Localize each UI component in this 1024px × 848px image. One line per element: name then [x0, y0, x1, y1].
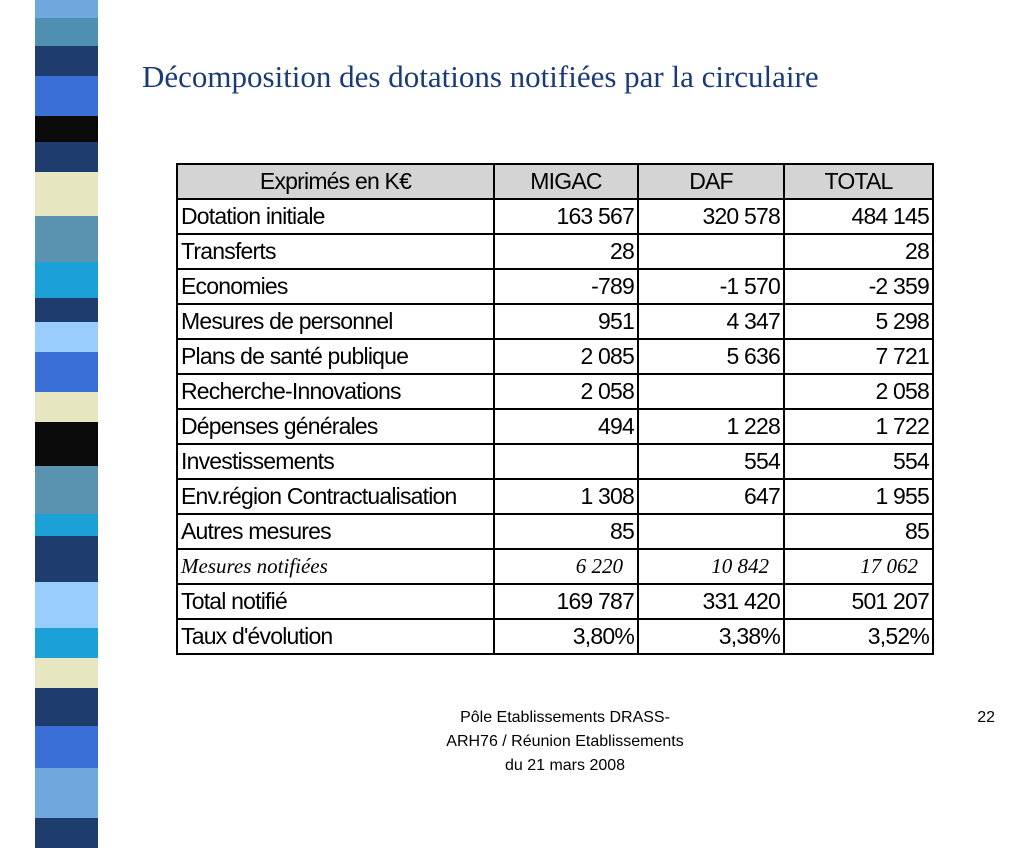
- table-cell: 85: [783, 513, 934, 550]
- table-cell: 3,80%: [493, 618, 639, 655]
- table-cell: Recherche-Innovations: [176, 373, 495, 410]
- footer-line: ARH76 / Réunion Etablissements: [446, 733, 684, 750]
- decorative-stripe: [35, 0, 98, 848]
- table-row: Mesures de personnel 951 4 347 5 298: [176, 303, 934, 340]
- table-cell: 501 207: [783, 583, 934, 620]
- header-row: Exprimés en K€ MIGAC DAF TOTAL: [176, 163, 934, 200]
- table-row: Plans de santé publique 2 085 5 636 7 721: [176, 338, 934, 375]
- table-cell: 10 842: [637, 548, 785, 585]
- table-cell: 5 298: [783, 303, 934, 340]
- header-cell: TOTAL: [783, 163, 934, 200]
- table-cell: 7 721: [783, 338, 934, 375]
- data-table: Exprimés en K€ MIGAC DAF TOTAL Dotation init…: [176, 163, 934, 655]
- footer: Pôle Etablissements DRASS- ARH76 / Réuni…: [400, 706, 730, 778]
- table-cell: 554: [637, 443, 785, 480]
- table-row: Investissements 554 554: [176, 443, 934, 480]
- table-cell: 169 787: [493, 583, 639, 620]
- table-cell: [637, 513, 785, 550]
- header-cell: MIGAC: [493, 163, 639, 200]
- table-cell: 484 145: [783, 198, 934, 235]
- footer-line: Pôle Etablissements DRASS-: [460, 709, 670, 726]
- table-row: Dotation initiale 163 567 320 578 484 145: [176, 198, 934, 235]
- table-cell: -789: [493, 268, 639, 305]
- table-cell: 1 722: [783, 408, 934, 445]
- table-cell: 85: [493, 513, 639, 550]
- table-cell: 1 955: [783, 478, 934, 515]
- table-cell: Total notifié: [176, 583, 495, 620]
- table-cell: 1 308: [493, 478, 639, 515]
- table-cell: 2 058: [493, 373, 639, 410]
- table-cell: -1 570: [637, 268, 785, 305]
- table-cell: 28: [493, 233, 639, 270]
- table-row: Env.région Contractualisation 1 308 647 1 9…: [176, 478, 934, 515]
- table-row: Transferts 28 28: [176, 233, 934, 270]
- table-cell: Dotation initiale: [176, 198, 495, 235]
- table-cell: 331 420: [637, 583, 785, 620]
- table-cell: 3,38%: [637, 618, 785, 655]
- header-cell: Exprimés en K€: [176, 163, 495, 200]
- table-cell: 2 085: [493, 338, 639, 375]
- table-cell: [493, 443, 639, 480]
- table-row: Mesures notifiées 6 220 10 842 17 062: [176, 548, 934, 585]
- table-row: Dépenses générales 494 1 228 1 722: [176, 408, 934, 445]
- table-cell: Dépenses générales: [176, 408, 495, 445]
- table-cell: 554: [783, 443, 934, 480]
- table-cell: Transferts: [176, 233, 495, 270]
- table-cell: 28: [783, 233, 934, 270]
- table-cell: 320 578: [637, 198, 785, 235]
- table-cell: 3,52%: [783, 618, 934, 655]
- table-cell: 4 347: [637, 303, 785, 340]
- table-cell: 647: [637, 478, 785, 515]
- page-number: 22: [977, 709, 995, 726]
- table-cell: Economies: [176, 268, 495, 305]
- slide: Décomposition des dotations notifiées pa…: [35, 0, 995, 848]
- table-cell: -2 359: [783, 268, 934, 305]
- table-row: Taux d'évolution 3,80% 3,38% 3,52%: [176, 618, 934, 655]
- slide-title: Décomposition des dotations notifiées pa…: [142, 59, 819, 94]
- header-cell: DAF: [637, 163, 785, 200]
- table-cell: Mesures de personnel: [176, 303, 495, 340]
- table-cell: Mesures notifiées: [176, 548, 495, 585]
- table-cell: 6 220: [493, 548, 639, 585]
- table-row: Autres mesures 85 85: [176, 513, 934, 550]
- table-cell: Autres mesures: [176, 513, 495, 550]
- table-cell: [637, 233, 785, 270]
- table-cell: Investissements: [176, 443, 495, 480]
- table-cell: 494: [493, 408, 639, 445]
- table-cell: 163 567: [493, 198, 639, 235]
- table-cell: 1 228: [637, 408, 785, 445]
- table-row: Economies -789 -1 570 -2 359: [176, 268, 934, 305]
- table-row: Total notifié 169 787 331 420 501 207: [176, 583, 934, 620]
- table-cell: Env.région Contractualisation: [176, 478, 495, 515]
- table-cell: 2 058: [783, 373, 934, 410]
- table-cell: Taux d'évolution: [176, 618, 495, 655]
- table-cell: 5 636: [637, 338, 785, 375]
- table-row: Recherche-Innovations 2 058 2 058: [176, 373, 934, 410]
- table-cell: Plans de santé publique: [176, 338, 495, 375]
- table-cell: 951: [493, 303, 639, 340]
- footer-line: du 21 mars 2008: [504, 757, 626, 774]
- table-cell: [637, 373, 785, 410]
- table-cell: 17 062: [783, 548, 934, 585]
